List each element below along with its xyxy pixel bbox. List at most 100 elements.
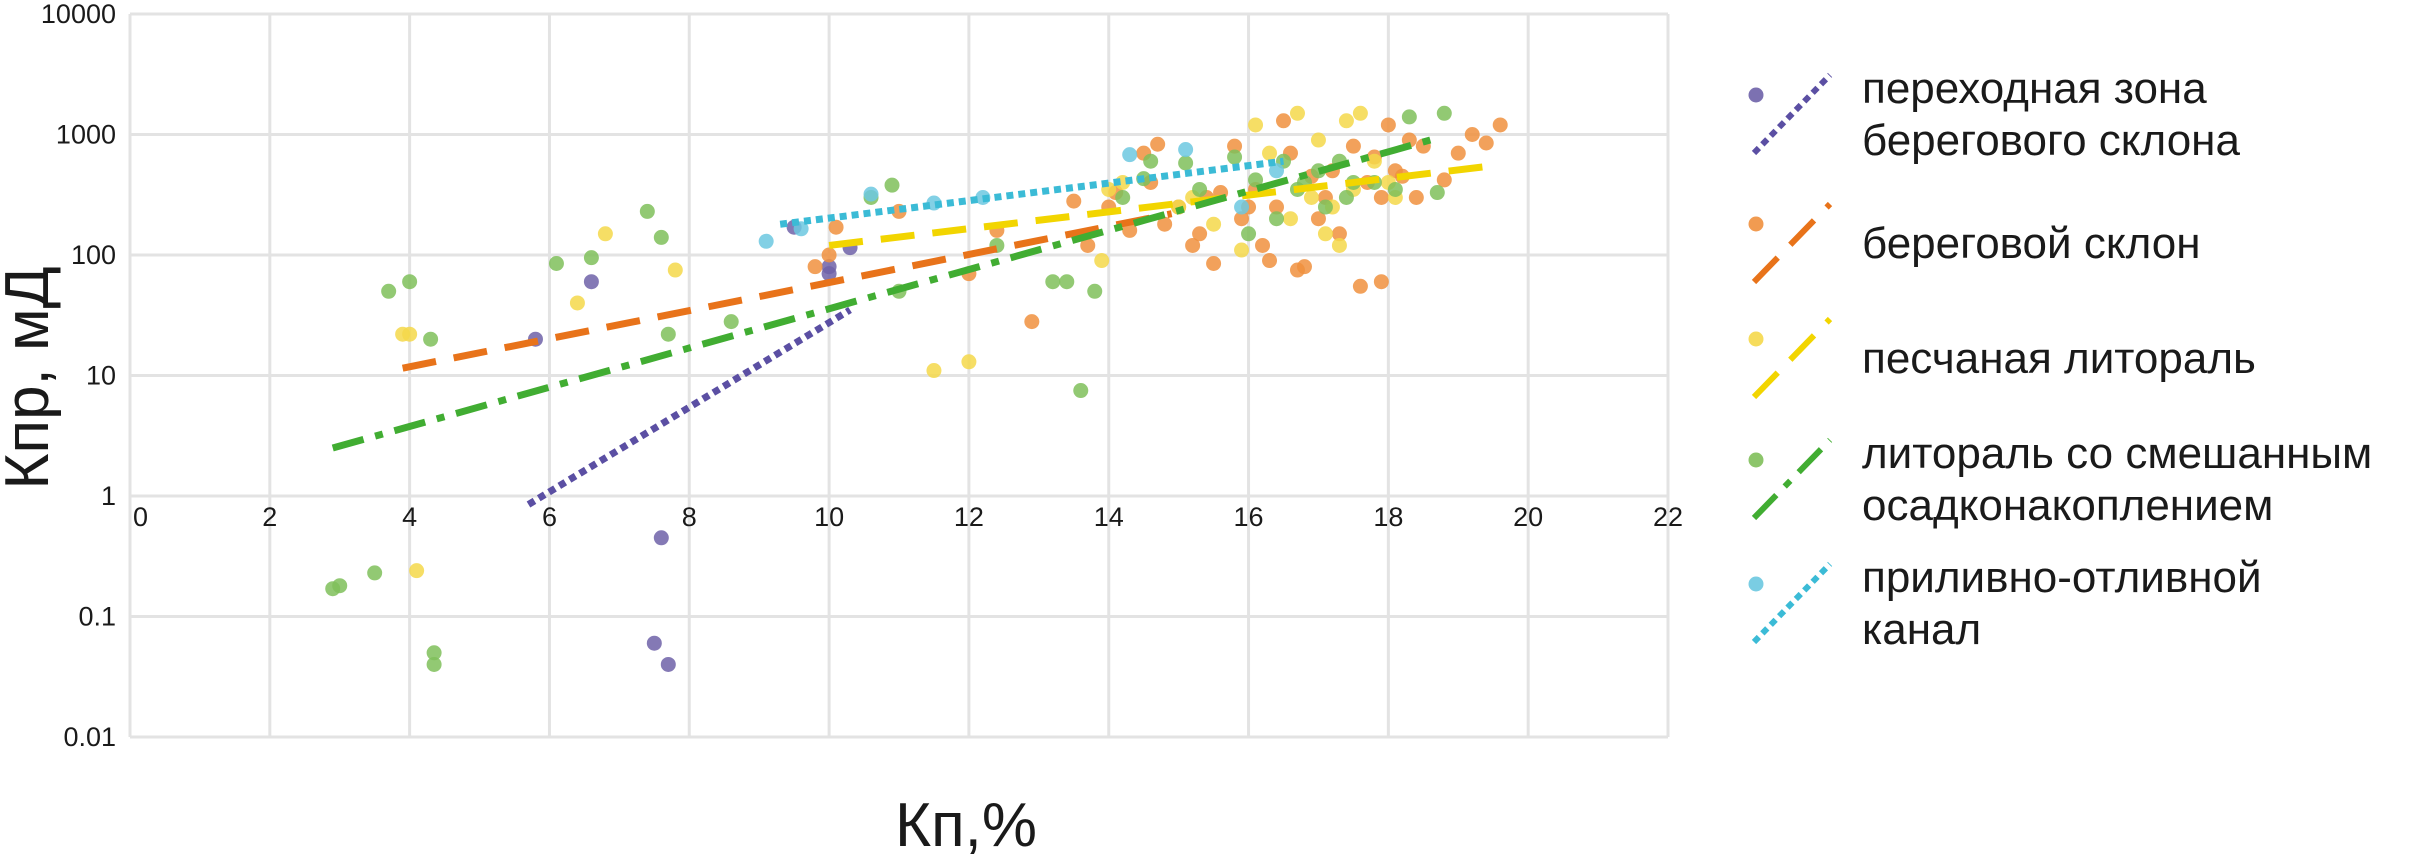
data-point [1401,109,1417,125]
legend-item: песчаная литораль [1748,316,2256,400]
data-point [1373,274,1389,290]
legend-label: литораль со смешанным [1862,429,2372,478]
data-point [1115,190,1131,206]
data-point [660,656,676,672]
data-point [1436,172,1452,188]
data-point [569,295,585,311]
data-point [426,656,442,672]
data-point [863,186,879,202]
data-point [1464,127,1480,142]
data-point [660,326,676,342]
legend-label: берегового склона [1862,116,2240,165]
legend-line [1751,437,1833,521]
data-point [1143,153,1159,169]
data-point [1352,105,1368,121]
x-tick-label: 16 [1234,502,1264,532]
data-point [381,283,397,299]
data-point [1262,253,1278,269]
data-point [758,233,774,249]
series-points [758,142,1285,249]
data-point [1310,132,1326,148]
x-tick-label: 2 [262,502,277,532]
y-tick-label: 10 [86,361,116,391]
data-point [1234,242,1250,258]
trend-lines [331,136,1501,508]
data-point [821,247,837,263]
data-point [1080,237,1096,253]
legend-label: осадконакоплением [1862,481,2273,530]
y-tick-label: 0.01 [63,722,116,752]
x-tick-label: 6 [542,502,557,532]
data-point [646,635,662,651]
trend-line [526,306,852,508]
data-point [1296,259,1312,275]
data-point [1234,211,1250,227]
data-point [828,219,844,235]
data-point [1408,190,1424,206]
data-point [1122,147,1138,163]
data-point [1282,211,1298,227]
legend-marker [1748,576,1764,592]
data-point [807,259,823,275]
data-point [1206,256,1222,272]
data-point [723,314,739,330]
data-point [1024,314,1040,330]
data-point [1192,181,1208,197]
data-point [1185,237,1201,253]
data-point [583,250,599,266]
data-point [1241,226,1257,242]
y-tick-label: 100 [71,240,116,270]
y-tick-label: 0.1 [78,602,116,632]
data-point [1269,199,1285,215]
data-point [583,274,599,290]
data-point [884,177,900,193]
data-point [423,331,439,347]
y-tick-label: 1 [101,481,116,511]
series-points [527,219,858,672]
legend-label: песчаная литораль [1862,334,2256,383]
data-point [1478,135,1494,151]
grid [128,12,1670,739]
data-point [1429,185,1445,201]
data-point [1317,199,1333,215]
legend-label: переходная зона [1862,64,2207,113]
data-point [426,645,442,661]
legend-marker [1748,216,1764,232]
data-point [1331,226,1347,242]
data-point [1157,216,1173,232]
y-axis-title: Кпр, мД [0,266,62,489]
data-point [639,203,655,219]
legend-item: береговой склон [1748,201,2201,285]
data-point [1436,105,1452,121]
data-point [1303,190,1319,206]
data-point [1234,199,1250,215]
data-point [1227,149,1243,165]
data-point [332,578,348,594]
trend-line [331,136,1432,452]
x-axis-title: Кп,% [895,791,1037,860]
data-point [1206,216,1222,232]
data-point [1373,190,1389,206]
data-point [548,256,564,272]
data-point [1269,163,1285,179]
data-point [1122,222,1138,238]
data-point [1345,138,1361,154]
data-point [667,262,683,278]
data-point [1269,211,1285,227]
data-point [1094,253,1110,269]
series-points [395,105,1403,579]
data-point [1338,190,1354,206]
data-point [597,226,613,242]
data-point [402,326,418,342]
trend-line [779,157,1284,228]
tick-labels: 0 2 4 6 8 10 12 14 16 18 20 22 0.01 0.1 1 10 100 1000 1000… [41,0,1683,752]
data-point [653,229,669,245]
data-point [653,530,669,546]
x-tick-label: 22 [1653,502,1683,532]
x-tick-label: 18 [1373,502,1403,532]
